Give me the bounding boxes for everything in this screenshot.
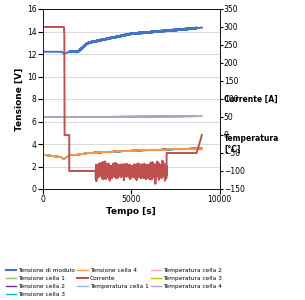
- Y-axis label: Tensione [V]: Tensione [V]: [15, 68, 24, 130]
- Text: Temperatura
[°C]: Temperatura [°C]: [224, 134, 280, 154]
- Text: Corrente [A]: Corrente [A]: [224, 94, 278, 103]
- Legend: Tensione di modulo, Tensione cella 1, Tensione cella 2, Tensione cella 3, Tensio: Tensione di modulo, Tensione cella 1, Te…: [6, 268, 222, 297]
- X-axis label: Tempo [s]: Tempo [s]: [106, 207, 156, 216]
